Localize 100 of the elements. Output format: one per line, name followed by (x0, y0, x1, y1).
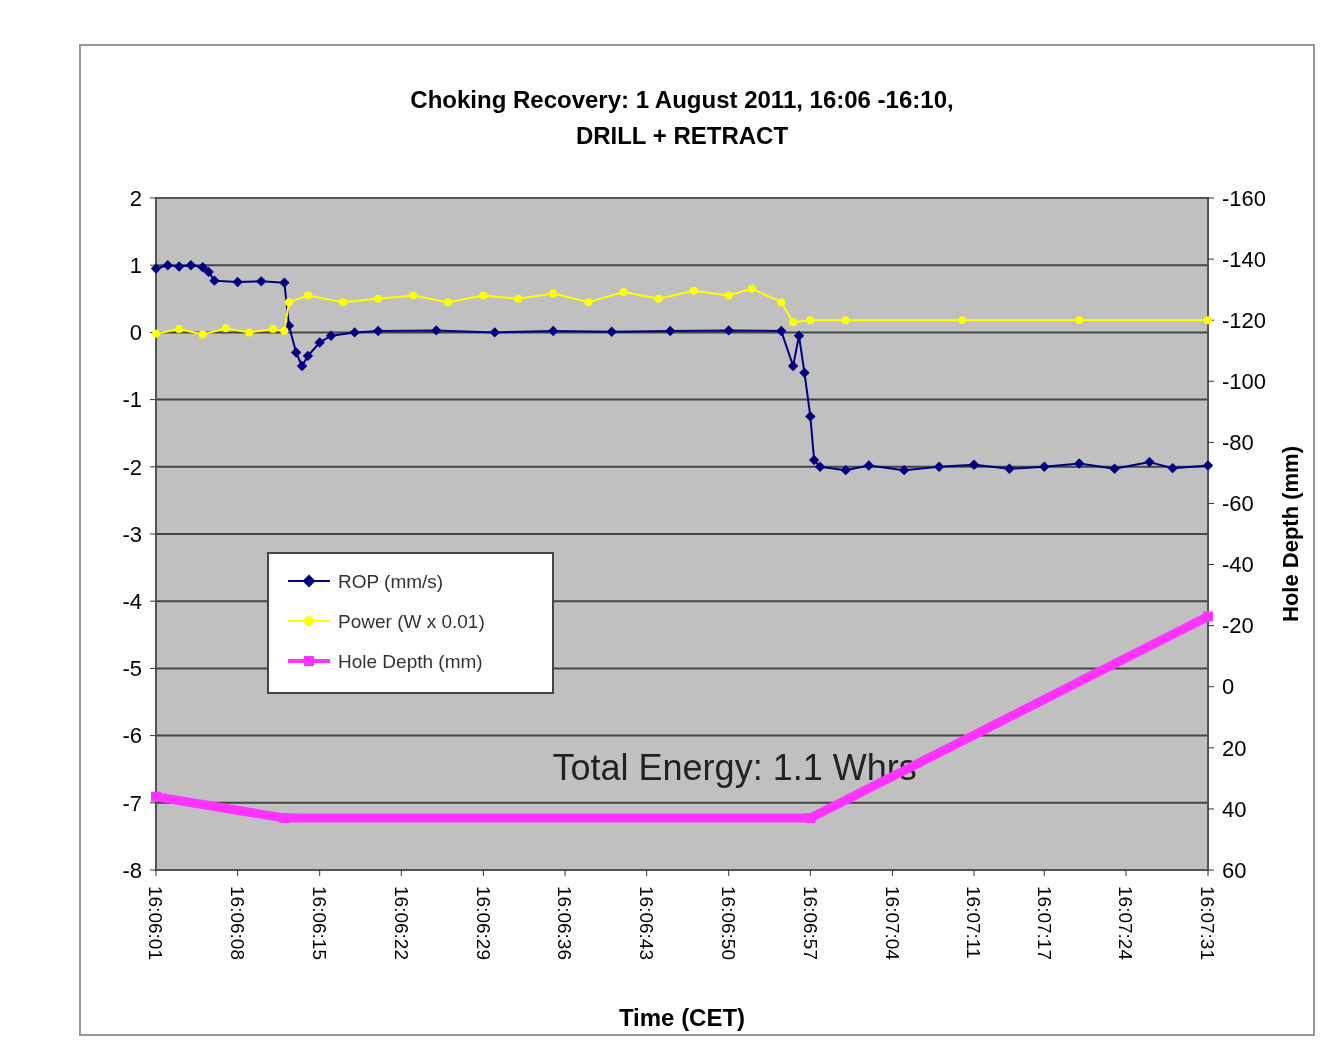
point (548, 325, 559, 337)
point (151, 791, 161, 802)
point (444, 298, 453, 307)
point (1167, 462, 1178, 474)
legend-label: ROP (mm/s) (338, 570, 444, 592)
point (303, 291, 312, 300)
legend-label: Power (W x 0.01) (338, 610, 485, 632)
point (314, 337, 325, 348)
point (280, 327, 289, 336)
y2-tick-label: 0 (1222, 674, 1235, 700)
point (489, 327, 500, 338)
point (584, 298, 593, 307)
point (150, 263, 162, 274)
y2-tick-label: 60 (1222, 857, 1247, 883)
y2-tick-label: -120 (1222, 307, 1267, 333)
point (1144, 456, 1155, 468)
point (724, 291, 733, 300)
point (840, 464, 851, 476)
y2-tick-label: 40 (1222, 796, 1247, 822)
point (808, 454, 820, 466)
y-tick-label: 0 (129, 320, 142, 346)
point (1075, 316, 1084, 325)
point (198, 330, 207, 339)
y2-tick-label: -20 (1222, 613, 1254, 639)
point (296, 360, 308, 372)
x-tick-label: 16:06:57 (799, 886, 821, 960)
x-tick-label: 16:07:11 (963, 886, 985, 959)
point (805, 813, 816, 824)
point (747, 284, 756, 293)
point (349, 327, 360, 338)
point (933, 461, 945, 472)
x-tick-label: 16:06:50 (718, 886, 740, 960)
point (302, 350, 314, 362)
point (1074, 458, 1085, 469)
point (1004, 463, 1015, 475)
point (1202, 460, 1214, 471)
point (654, 294, 663, 303)
point (549, 289, 558, 298)
point (232, 276, 243, 288)
y2-tick-label: -60 (1222, 491, 1254, 517)
y-tick-label: 2 (129, 185, 142, 211)
point (723, 325, 734, 336)
point (284, 298, 293, 307)
point (898, 464, 910, 476)
chart-title: Choking Recovery: 1 August 2011, 16:06 -16:10, DRILL + RETRACT (410, 86, 954, 149)
point (256, 276, 267, 287)
y-tick-label: -5 (122, 656, 142, 682)
y-tick-label: -6 (122, 723, 142, 749)
x-axis-title: Time (CET) (618, 1004, 746, 1031)
x-tick-label: 16:06:15 (309, 886, 331, 960)
point (185, 260, 197, 271)
point (799, 367, 810, 378)
x-tick-label: 16:07:24 (1115, 886, 1137, 961)
x-tick-label: 16:06:08 (226, 886, 248, 960)
y2-tick-label: -160 (1222, 185, 1267, 211)
point (290, 347, 302, 358)
point (968, 459, 980, 470)
y2-tick-label: -100 (1222, 368, 1267, 394)
point (1203, 611, 1213, 622)
point (372, 325, 384, 337)
point (203, 266, 214, 278)
point (958, 316, 967, 325)
y-tick-label: -4 (122, 588, 142, 614)
y-tick-label: -1 (122, 387, 142, 413)
x-tick-label: 16:06:01 (145, 886, 167, 960)
x-tick-label: 16:07:17 (1033, 886, 1055, 960)
point (245, 328, 254, 337)
point (1204, 316, 1212, 325)
x-tick-label: 16:07:04 (881, 886, 903, 961)
point (665, 325, 676, 337)
y2-axis-title: Hole Depth (mm) (1278, 446, 1303, 622)
point (777, 298, 786, 307)
point (197, 262, 208, 273)
point (806, 316, 815, 325)
point (209, 275, 220, 286)
y-tick-label: -7 (122, 790, 142, 816)
y-tick-label: -3 (122, 521, 142, 547)
point (409, 291, 418, 300)
point (175, 325, 184, 334)
point (431, 325, 442, 336)
point (1109, 463, 1120, 475)
x-tick-label: 16:06:29 (472, 886, 494, 960)
y2-tick-label: -80 (1222, 430, 1254, 456)
y2-tick-label: -40 (1222, 552, 1254, 578)
y-tick-label: -2 (122, 454, 142, 480)
point (793, 330, 805, 341)
y-tick-label: -8 (122, 857, 142, 883)
point (279, 277, 290, 288)
point (863, 460, 875, 471)
point (325, 330, 337, 341)
y2-tick-label: -140 (1222, 246, 1267, 272)
point (338, 298, 347, 307)
x-tick-label: 16:07:31 (1197, 886, 1219, 960)
point (374, 294, 383, 303)
legend-label: Hole Depth (mm) (338, 650, 483, 672)
point (606, 326, 617, 337)
point (619, 288, 628, 297)
point (479, 291, 488, 300)
point (1039, 461, 1050, 472)
y-tick-label: 1 (129, 252, 142, 278)
